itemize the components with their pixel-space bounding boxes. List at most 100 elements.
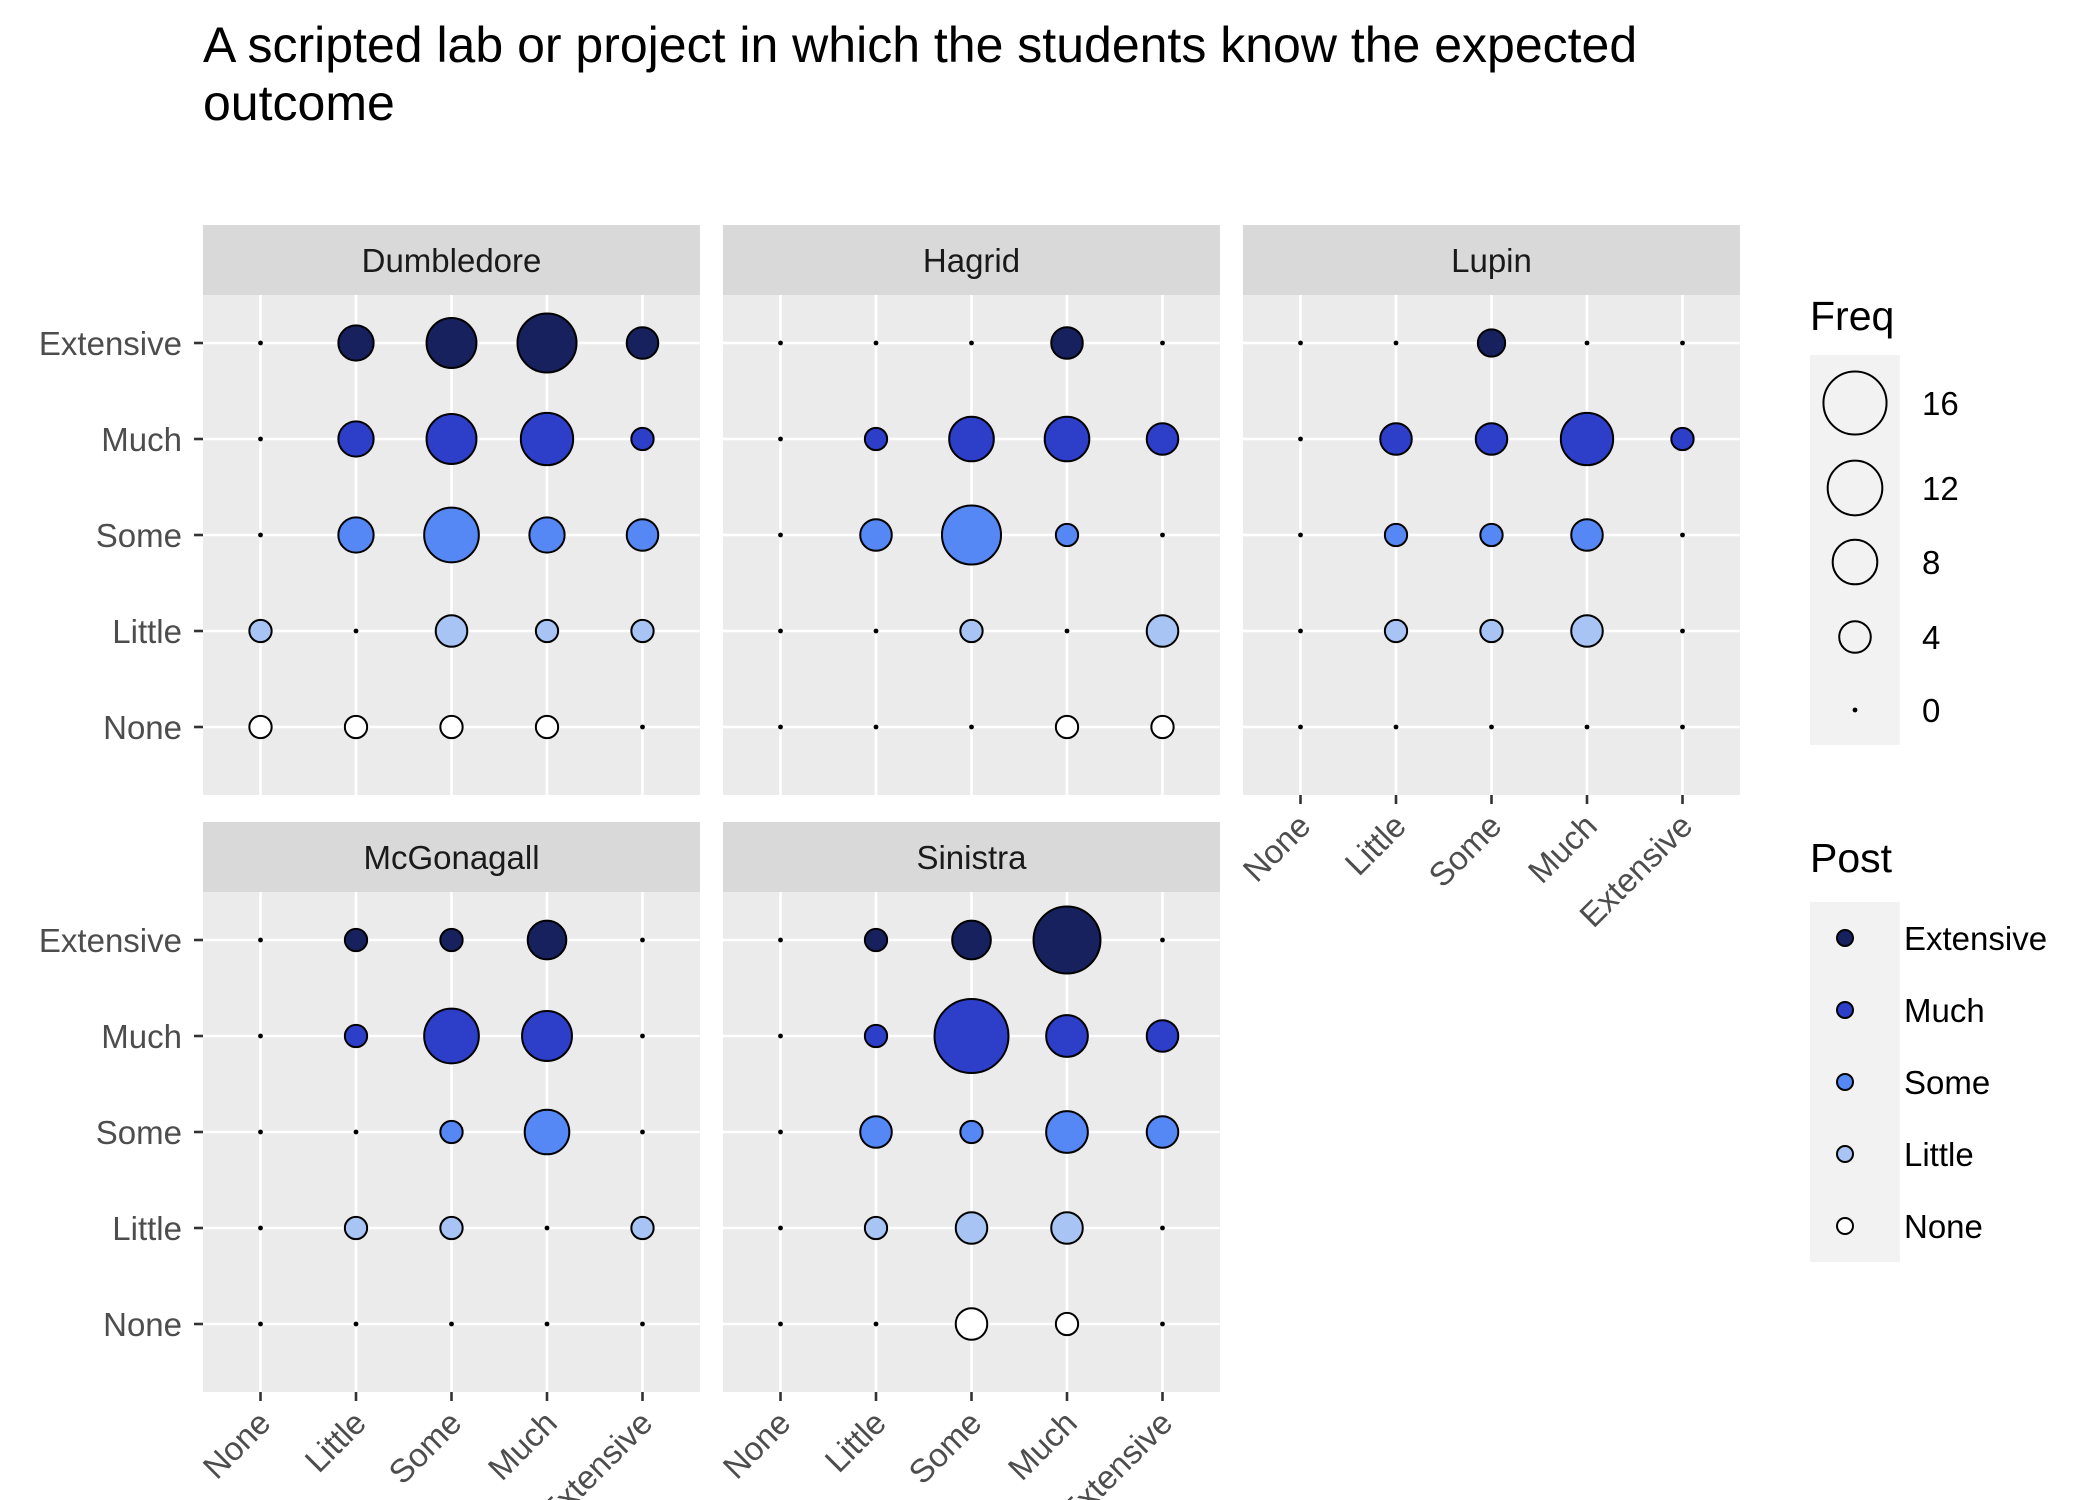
point-dumbledore-none-extensive <box>258 340 263 346</box>
y-tick-label-some: Some <box>96 517 182 554</box>
legend-freq-key-8 <box>1831 538 1879 586</box>
x-tick-label-much: Much <box>481 1404 564 1487</box>
point-hagrid-little-much <box>863 426 889 452</box>
point-hagrid-none-none <box>778 724 783 730</box>
point-dumbledore-extensive-extensive <box>625 326 660 360</box>
point-dumbledore-none-some <box>258 532 263 538</box>
point-sinistra-none-little <box>778 1225 783 1231</box>
point-mcgonagall-none-some <box>258 1129 263 1135</box>
point-mcgonagall-much-little <box>544 1225 550 1231</box>
facet-panels: DumbledoreNoneLittleSomeMuchExtensiveHag… <box>39 225 1740 1500</box>
strip-lupin <box>1243 225 1740 295</box>
point-mcgonagall-little-none <box>353 1321 359 1327</box>
point-sinistra-little-much <box>863 1023 889 1049</box>
panel-dumbledore: Dumbledore None Little Some Much Extensive <box>39 225 700 795</box>
point-lupin-much-extensive <box>1584 340 1590 346</box>
point-hagrid-some-extensive <box>969 340 974 346</box>
x-tick-label-none: None <box>1236 807 1318 889</box>
panel-mcgonagall: McGonagallNoneLittleSomeMuchExtensiveNon… <box>39 822 700 1500</box>
legend-post-key-none <box>1836 1217 1854 1235</box>
point-lupin-much-much <box>1559 411 1615 467</box>
point-mcgonagall-little-some <box>353 1129 359 1135</box>
point-hagrid-much-much <box>1043 415 1091 463</box>
legend-freq-key-0 <box>1852 707 1858 713</box>
point-mcgonagall-some-none <box>449 1321 454 1327</box>
point-sinistra-none-much <box>778 1033 783 1039</box>
legend-post-key-some <box>1836 1073 1854 1091</box>
point-mcgonagall-extensive-much <box>640 1033 645 1039</box>
point-sinistra-none-some <box>778 1129 783 1135</box>
point-hagrid-some-some <box>940 504 1003 566</box>
point-mcgonagall-some-much <box>423 1007 480 1065</box>
point-lupin-some-much <box>1474 422 1509 456</box>
point-lupin-little-extensive <box>1393 340 1399 346</box>
x-tick-label-much: Much <box>1521 807 1604 890</box>
point-hagrid-much-extensive <box>1050 326 1084 360</box>
y-tick-label-none: None <box>103 709 182 746</box>
point-sinistra-little-some <box>859 1115 893 1149</box>
point-dumbledore-some-none <box>439 714 464 740</box>
x-tick-label-some: Some <box>1421 807 1508 894</box>
legend-post-label-none: None <box>1904 1208 1983 1245</box>
strip-label-mcgonagall: McGonagall <box>363 839 539 876</box>
x-tick-label-none: None <box>716 1404 798 1486</box>
point-sinistra-some-some <box>959 1119 984 1145</box>
point-lupin-little-much <box>1379 422 1413 456</box>
point-dumbledore-extensive-little <box>630 618 655 644</box>
point-mcgonagall-much-much <box>521 1010 573 1062</box>
legend-post-key-extensive <box>1836 929 1854 947</box>
point-hagrid-some-much <box>948 415 995 463</box>
legend-post-key-little <box>1836 1145 1854 1163</box>
point-sinistra-much-none <box>1054 1311 1080 1337</box>
point-sinistra-extensive-much <box>1145 1019 1180 1053</box>
point-hagrid-some-none <box>969 724 974 730</box>
point-mcgonagall-extensive-none <box>640 1321 645 1327</box>
point-lupin-much-little <box>1570 614 1604 648</box>
legend-post-label-much: Much <box>1904 992 1985 1029</box>
y-tick-label-some: Some <box>96 1114 182 1151</box>
point-mcgonagall-little-little <box>343 1215 369 1241</box>
point-lupin-little-none <box>1393 724 1399 730</box>
legend-freq-key-16 <box>1822 370 1888 436</box>
point-mcgonagall-none-much <box>258 1033 263 1039</box>
point-dumbledore-much-none <box>534 714 560 740</box>
point-mcgonagall-much-some <box>523 1108 571 1156</box>
point-dumbledore-some-little <box>434 614 469 648</box>
y-tick-label-extensive: Extensive <box>39 325 182 362</box>
point-mcgonagall-some-some <box>439 1119 464 1145</box>
point-dumbledore-much-little <box>534 618 560 644</box>
point-lupin-extensive-none <box>1680 724 1685 730</box>
point-dumbledore-extensive-much <box>630 426 655 452</box>
point-hagrid-little-some <box>859 518 893 552</box>
point-sinistra-much-extensive <box>1032 905 1102 975</box>
point-dumbledore-little-some <box>337 516 375 554</box>
point-mcgonagall-some-little <box>439 1215 464 1241</box>
legend-freq-label-8: 8 <box>1922 544 1940 581</box>
point-lupin-extensive-much <box>1670 426 1695 452</box>
point-lupin-none-none <box>1298 724 1303 730</box>
strip-dumbledore <box>203 225 700 295</box>
chart-title-line-1: A scripted lab or project in which the s… <box>203 17 1637 73</box>
point-mcgonagall-much-none <box>544 1321 550 1327</box>
point-lupin-little-some <box>1383 522 1409 548</box>
point-dumbledore-none-little <box>248 618 273 644</box>
point-mcgonagall-none-extensive <box>258 937 263 943</box>
x-tick-label-little: Little <box>817 1404 892 1479</box>
point-sinistra-some-extensive <box>951 919 992 961</box>
y-tick-label-none: None <box>103 1306 182 1343</box>
point-hagrid-extensive-little <box>1145 614 1180 648</box>
point-hagrid-much-some <box>1054 522 1080 548</box>
point-mcgonagall-little-much <box>343 1023 369 1049</box>
point-lupin-extensive-little <box>1680 628 1685 634</box>
legend-freq-key-4 <box>1838 620 1872 654</box>
point-sinistra-little-little <box>863 1215 889 1241</box>
point-hagrid-much-none <box>1054 714 1080 740</box>
point-lupin-none-extensive <box>1298 340 1303 346</box>
point-dumbledore-little-extensive <box>337 324 375 362</box>
point-mcgonagall-extensive-extensive <box>640 937 645 943</box>
panel-hagrid: Hagrid <box>723 225 1220 795</box>
legend-title-post: Post <box>1810 835 1893 881</box>
point-dumbledore-some-extensive <box>425 317 478 369</box>
point-sinistra-some-none <box>954 1307 989 1341</box>
